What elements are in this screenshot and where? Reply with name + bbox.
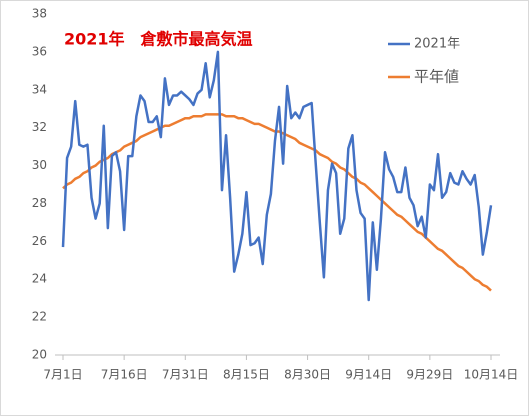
data-line [61, 50, 493, 302]
x-tick-label: 8月15日 [223, 368, 270, 382]
y-tick-label: 32 [32, 120, 47, 134]
x-tick-label: 9月29日 [406, 368, 453, 382]
x-tick-label: 7月1日 [43, 368, 82, 382]
y-tick-label: 24 [32, 272, 47, 286]
y-tick-label: 30 [32, 158, 47, 172]
y-tick-label: 36 [32, 44, 47, 58]
x-tick-label: 9月14日 [345, 368, 392, 382]
y-tick-label: 22 [32, 310, 47, 324]
chart-title: 2021年 倉敷市最高気温 [64, 30, 253, 49]
x-tick-label: 7月16日 [101, 368, 148, 382]
y-tick-label: 26 [32, 234, 47, 248]
x-tick-label: 8月30日 [284, 368, 331, 382]
y-tick-label: 34 [32, 82, 47, 96]
y-tick-label: 28 [32, 196, 47, 210]
x-tick-label: 7月31日 [162, 368, 209, 382]
y-tick-label: 38 [32, 7, 47, 21]
y-tick-label: 20 [32, 348, 47, 362]
legend-label: 2021年 [414, 37, 460, 52]
legend-label: 平年値 [414, 68, 459, 86]
x-tick-label: 10月14日 [464, 368, 519, 382]
